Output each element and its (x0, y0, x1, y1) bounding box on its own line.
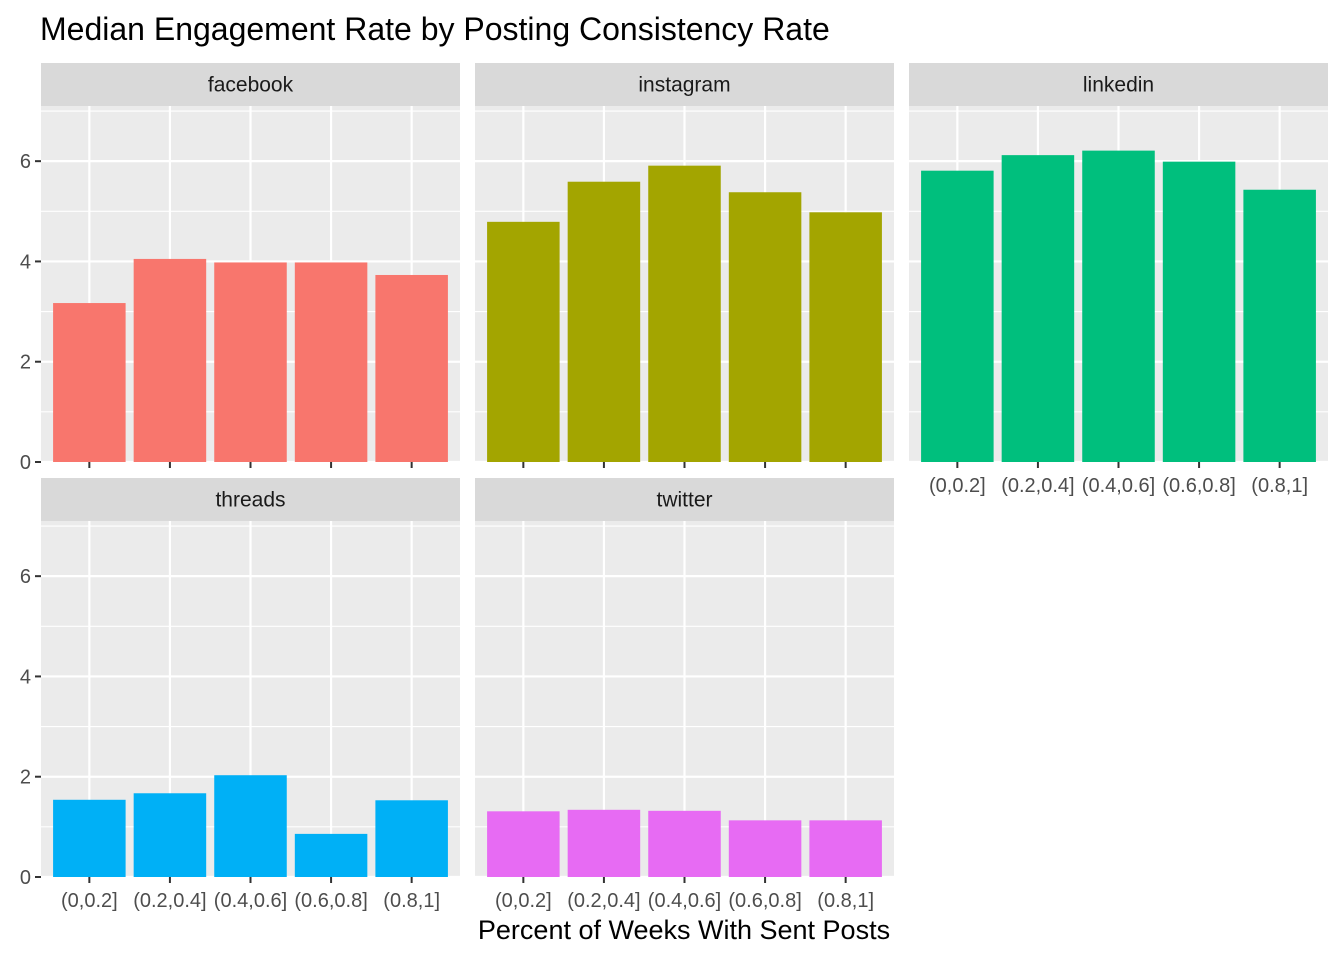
facet-strip (909, 63, 1328, 106)
facet-label: twitter (656, 489, 712, 512)
facet-strip (475, 63, 894, 106)
bar-facebook-1 (53, 303, 126, 462)
x-tick-label: (0.2,0.4] (133, 890, 206, 912)
bar-twitter-5 (809, 820, 882, 877)
facet-panel-facebook: facebook 0 2 4 6 (20, 63, 460, 474)
y-tick-label: 4 (20, 666, 31, 688)
facet-panels: facebook 0 2 4 6 instagram linkedin (0,0.2] (0.2… (20, 63, 1328, 912)
bar-instagram-3 (648, 165, 721, 462)
bar-twitter-3 (648, 810, 721, 877)
x-tick-label: (0.8,1] (383, 890, 440, 912)
x-tick-label: (0,0.2] (495, 890, 552, 912)
x-tick-label: (0.4,0.6] (214, 890, 287, 912)
bar-threads-2 (133, 793, 207, 877)
facet-strip (41, 478, 460, 521)
facet-panel-instagram: instagram (475, 63, 894, 468)
facet-label: linkedin (1083, 74, 1154, 97)
bar-linkedin-1 (921, 170, 994, 462)
x-axis-title: Percent of Weeks With Sent Posts (478, 915, 890, 945)
bar-facebook-2 (133, 258, 207, 462)
bar-facebook-5 (375, 274, 448, 462)
x-tick-label: (0,0.2] (929, 475, 986, 497)
y-tick-label: 0 (20, 452, 31, 474)
facet-panel-threads: threads 0 2 4 6 (0,0.2] (0.2,0.4] (0.4,0.6] (0.6… (20, 478, 460, 912)
bar-threads-5 (375, 800, 448, 877)
bar-linkedin-2 (1001, 155, 1075, 462)
bar-twitter-2 (567, 809, 641, 877)
x-tick-label: (0.2,0.4] (1001, 475, 1074, 497)
x-tick-label: (0.4,0.6] (1082, 475, 1155, 497)
x-tick-label: (0.6,0.8] (1162, 475, 1235, 497)
bar-linkedin-4 (1162, 161, 1236, 462)
x-tick-label: (0.8,1] (817, 890, 874, 912)
facet-label: facebook (208, 74, 294, 97)
bar-instagram-5 (809, 212, 882, 462)
facet-panel-linkedin: linkedin (0,0.2] (0.2,0.4] (0.4,0.6] (0.6,0.… (909, 63, 1328, 497)
bar-instagram-2 (567, 181, 641, 462)
x-tick-label: (0.8,1] (1251, 475, 1308, 497)
facet-label: threads (215, 489, 285, 512)
chart-title: Median Engagement Rate by Posting Consis… (40, 11, 830, 47)
facet-strip (41, 63, 460, 106)
x-tick-label: (0.6,0.8] (728, 890, 801, 912)
x-tick-label: (0.6,0.8] (294, 890, 367, 912)
facet-panel-twitter: twitter (0,0.2] (0.2,0.4] (0.4,0.6] (0.6,0.8… (475, 478, 894, 912)
bar-twitter-1 (487, 811, 560, 877)
bar-threads-3 (214, 775, 287, 877)
y-tick-label: 6 (20, 566, 31, 588)
y-tick-label: 0 (20, 867, 31, 889)
x-tick-label: (0,0.2] (61, 890, 118, 912)
bar-threads-1 (53, 799, 126, 877)
bar-twitter-4 (728, 820, 802, 877)
y-tick-label: 2 (20, 767, 31, 789)
bar-threads-4 (294, 833, 368, 877)
facet-strip (475, 478, 894, 521)
x-tick-label: (0.4,0.6] (648, 890, 721, 912)
y-tick-label: 4 (20, 251, 31, 273)
bar-instagram-1 (487, 221, 560, 462)
bar-instagram-4 (728, 192, 802, 462)
x-tick-label: (0.2,0.4] (567, 890, 640, 912)
bar-linkedin-5 (1243, 189, 1316, 462)
bar-linkedin-3 (1082, 150, 1155, 462)
facet-label: instagram (638, 74, 730, 97)
y-tick-label: 2 (20, 352, 31, 374)
y-tick-label: 6 (20, 151, 31, 173)
bar-facebook-3 (214, 262, 287, 462)
bar-facebook-4 (294, 262, 368, 462)
